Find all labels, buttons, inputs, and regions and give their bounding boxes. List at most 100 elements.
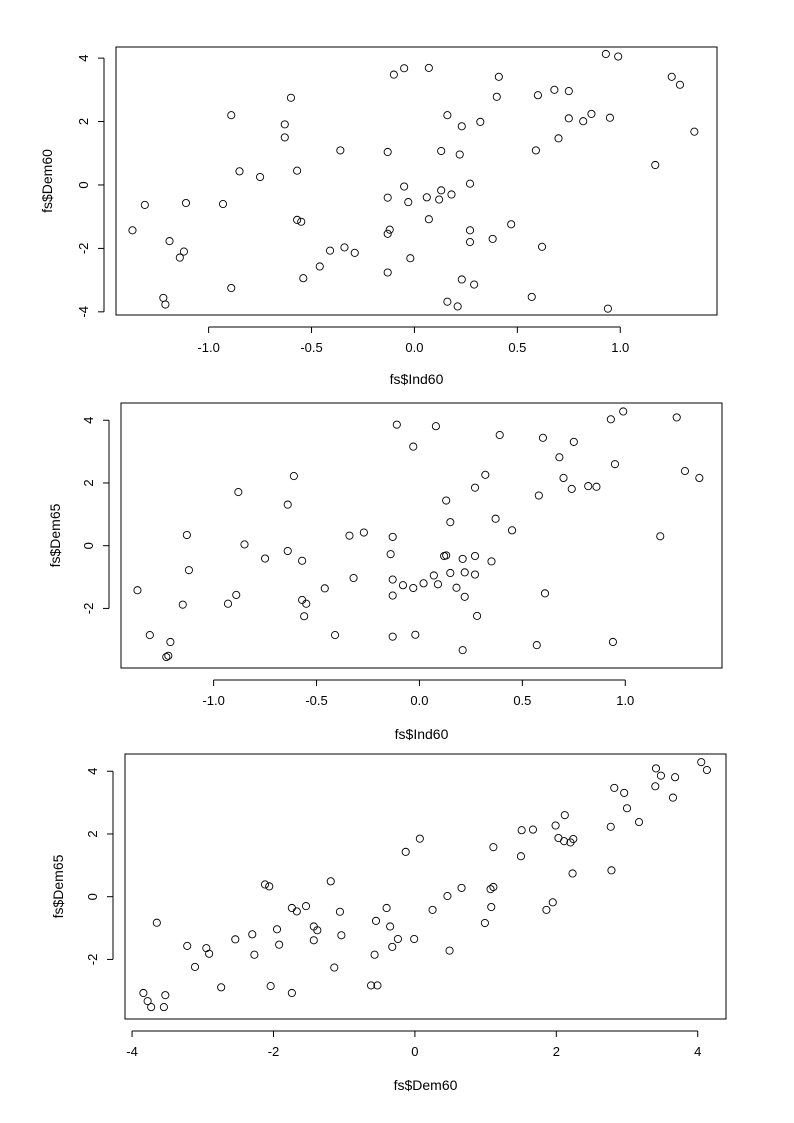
- data-point: [651, 764, 661, 773]
- data-point: [175, 253, 184, 262]
- data-point: [383, 229, 392, 238]
- data-point: [280, 133, 289, 142]
- data-point: [283, 500, 292, 509]
- data-point: [690, 127, 699, 136]
- data-point: [297, 217, 306, 226]
- data-point: [560, 811, 569, 820]
- data-point: [283, 546, 292, 556]
- scatter-panel-dem65-vs-ind60: -1.0 -0.5 0.0 0.5 1.0 -2 0 2 4 fs$Ind60 fs$Dem65: [47, 402, 723, 742]
- x-axis-label: fs$Dem60: [394, 1077, 458, 1093]
- data-point: [470, 551, 480, 561]
- data-point: [388, 591, 397, 600]
- data-point: [569, 437, 578, 446]
- y-tick-label: 2: [85, 830, 100, 837]
- data-point: [286, 93, 295, 102]
- data-point: [272, 925, 282, 934]
- data-point: [465, 226, 475, 235]
- data-point: [386, 922, 395, 931]
- data-point: [550, 85, 559, 94]
- data-point: [487, 902, 496, 912]
- y-tick-label: 4: [85, 768, 100, 775]
- data-point: [610, 783, 619, 792]
- data-point: [555, 453, 564, 462]
- data-point: [326, 877, 335, 886]
- data-point: [554, 134, 563, 143]
- data-point: [481, 470, 490, 479]
- data-point: [532, 641, 541, 650]
- data-point: [181, 198, 191, 208]
- data-point: [697, 758, 706, 767]
- x-tick-label: -1.0: [202, 693, 224, 708]
- data-point: [406, 254, 415, 263]
- data-point: [298, 595, 307, 604]
- data-point: [383, 268, 392, 277]
- data-point: [184, 566, 193, 575]
- data-point: [179, 247, 188, 256]
- data-point: [568, 869, 577, 878]
- data-point: [606, 822, 615, 831]
- data-point: [587, 109, 596, 118]
- data-point: [622, 804, 632, 813]
- x-axis-label: fs$Ind60: [390, 371, 444, 387]
- data-point: [165, 237, 174, 246]
- data-point: [161, 991, 170, 1000]
- y-tick-label: 0: [76, 181, 91, 188]
- data-point: [614, 52, 623, 61]
- data-point: [548, 898, 557, 907]
- data-point: [400, 64, 409, 73]
- data-point: [183, 941, 192, 950]
- data-point: [442, 551, 451, 560]
- data-point: [250, 950, 259, 959]
- data-point: [620, 788, 629, 797]
- y-tick-label: 2: [76, 118, 91, 125]
- data-point: [162, 652, 171, 662]
- x-axis-label: fs$Ind60: [395, 726, 449, 742]
- data-point: [182, 530, 191, 540]
- data-point: [538, 433, 547, 442]
- data-point: [516, 852, 526, 861]
- data-point: [139, 988, 148, 998]
- data-point: [359, 528, 368, 537]
- data-point: [388, 575, 397, 584]
- data-point: [373, 981, 382, 990]
- x-tick-label: 0.5: [513, 693, 531, 708]
- data-point: [551, 821, 560, 830]
- data-point: [428, 905, 437, 914]
- y-tick-label: -2: [85, 954, 100, 966]
- x-tick-label: 0: [411, 1044, 418, 1059]
- data-point: [487, 557, 496, 566]
- data-point: [447, 190, 456, 199]
- data-point: [619, 407, 628, 416]
- data-point: [592, 482, 601, 491]
- data-point: [473, 611, 482, 620]
- data-point: [431, 422, 440, 431]
- data-point: [476, 117, 485, 126]
- data-point: [437, 186, 446, 195]
- x-tick-label: 4: [694, 1044, 701, 1059]
- data-point: [443, 892, 452, 901]
- x-tick-label: -1.0: [197, 340, 219, 355]
- data-point: [608, 637, 617, 647]
- x-tick-label: 0.0: [410, 693, 428, 708]
- y-tick-label: 2: [81, 479, 96, 486]
- data-point: [383, 147, 392, 157]
- data-point: [435, 195, 444, 204]
- data-point: [159, 293, 168, 302]
- data-point: [457, 122, 466, 131]
- data-point: [528, 825, 538, 834]
- x-tick-label: 0.5: [508, 340, 526, 355]
- data-point: [446, 518, 455, 527]
- data-point: [140, 200, 149, 209]
- data-point: [411, 630, 420, 639]
- data-point: [605, 113, 615, 122]
- data-point: [489, 843, 498, 852]
- data-point: [313, 926, 322, 935]
- scatter-panel-dem60-vs-ind60: -1.0 -0.5 0.0 0.5 1.0 -4 -2 0 2 4 fs$Ind60 fs$Dem60: [39, 46, 718, 387]
- data-point: [492, 92, 501, 101]
- data-point: [457, 275, 466, 284]
- plot-frame: [115, 46, 718, 316]
- data-point: [567, 484, 576, 493]
- data-point: [152, 918, 161, 927]
- data-point: [603, 304, 612, 313]
- data-point: [326, 246, 335, 255]
